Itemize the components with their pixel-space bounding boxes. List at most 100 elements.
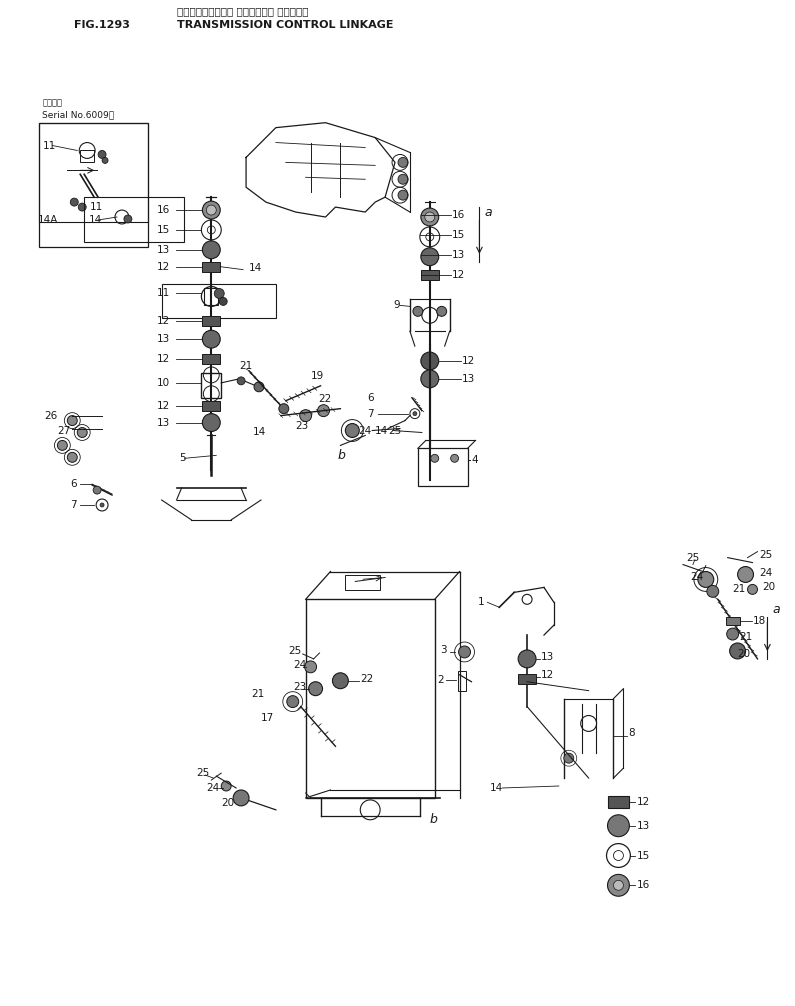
Circle shape bbox=[219, 298, 227, 306]
Circle shape bbox=[304, 661, 316, 673]
Text: 13: 13 bbox=[462, 374, 475, 384]
Circle shape bbox=[254, 382, 264, 391]
Text: 2: 2 bbox=[438, 675, 444, 685]
Text: 16: 16 bbox=[157, 205, 170, 215]
Text: 13: 13 bbox=[157, 417, 170, 428]
Circle shape bbox=[345, 424, 359, 438]
Text: 13: 13 bbox=[541, 652, 554, 662]
Circle shape bbox=[98, 151, 106, 158]
Text: 5: 5 bbox=[180, 454, 186, 464]
Text: Serial No.6009～: Serial No.6009～ bbox=[42, 111, 114, 120]
Text: 21: 21 bbox=[733, 584, 746, 595]
Text: 24: 24 bbox=[207, 783, 219, 793]
Circle shape bbox=[124, 215, 132, 223]
Circle shape bbox=[68, 415, 77, 426]
Text: 15: 15 bbox=[452, 230, 465, 239]
Text: TRANSMISSION CONTROL LINKAGE: TRANSMISSION CONTROL LINKAGE bbox=[176, 20, 393, 30]
Text: 20: 20 bbox=[221, 798, 235, 808]
Text: 25: 25 bbox=[288, 646, 301, 656]
Bar bbox=[203, 262, 220, 272]
Circle shape bbox=[421, 208, 439, 226]
Bar bbox=[84, 197, 184, 241]
Text: a: a bbox=[773, 603, 780, 616]
Text: 21: 21 bbox=[739, 632, 753, 642]
Circle shape bbox=[57, 441, 68, 451]
Circle shape bbox=[607, 874, 630, 896]
Text: 23: 23 bbox=[293, 682, 307, 692]
Circle shape bbox=[317, 404, 329, 416]
Circle shape bbox=[564, 753, 574, 764]
Bar bbox=[203, 316, 220, 326]
Text: FIG.1293: FIG.1293 bbox=[74, 20, 130, 30]
Bar bbox=[203, 400, 220, 410]
Text: 適用号機: 適用号機 bbox=[42, 99, 63, 108]
Text: 16: 16 bbox=[452, 210, 465, 220]
Text: 14: 14 bbox=[253, 428, 266, 438]
Circle shape bbox=[203, 201, 220, 219]
Circle shape bbox=[421, 352, 439, 370]
Text: 6: 6 bbox=[70, 479, 77, 489]
Text: 12: 12 bbox=[157, 262, 170, 272]
Text: 25: 25 bbox=[196, 769, 210, 778]
Text: b: b bbox=[337, 449, 345, 462]
Bar bbox=[38, 123, 148, 246]
Circle shape bbox=[215, 289, 224, 299]
Circle shape bbox=[614, 880, 623, 890]
Text: 22: 22 bbox=[360, 674, 374, 684]
Circle shape bbox=[77, 428, 87, 438]
Bar bbox=[518, 674, 536, 684]
Circle shape bbox=[221, 781, 231, 791]
Text: 14A: 14A bbox=[37, 215, 58, 225]
Text: 14: 14 bbox=[89, 215, 103, 225]
Circle shape bbox=[308, 682, 323, 695]
Circle shape bbox=[332, 673, 348, 689]
Text: 14: 14 bbox=[490, 783, 502, 793]
Text: 7: 7 bbox=[70, 500, 77, 510]
Text: b: b bbox=[430, 813, 438, 826]
Circle shape bbox=[300, 409, 312, 422]
Bar bbox=[201, 373, 221, 397]
Circle shape bbox=[421, 247, 439, 266]
Bar bbox=[458, 671, 466, 691]
Bar bbox=[80, 151, 94, 162]
Text: 25: 25 bbox=[388, 426, 401, 436]
Text: 11: 11 bbox=[42, 141, 56, 151]
Text: 26: 26 bbox=[45, 410, 58, 421]
Bar bbox=[203, 354, 220, 364]
Bar bbox=[607, 796, 630, 808]
Circle shape bbox=[413, 307, 423, 316]
Text: 7: 7 bbox=[367, 408, 374, 418]
Text: 6: 6 bbox=[367, 392, 374, 402]
Text: 13: 13 bbox=[157, 334, 170, 344]
Circle shape bbox=[102, 157, 108, 163]
Text: 1: 1 bbox=[478, 598, 484, 608]
Text: 12: 12 bbox=[636, 797, 650, 807]
Text: 12: 12 bbox=[452, 270, 465, 280]
Circle shape bbox=[727, 628, 739, 640]
Bar bbox=[418, 449, 467, 486]
Text: 14: 14 bbox=[249, 263, 262, 273]
Bar bbox=[204, 288, 219, 306]
Text: 9: 9 bbox=[393, 301, 400, 311]
Circle shape bbox=[425, 212, 435, 222]
Circle shape bbox=[738, 566, 754, 582]
Circle shape bbox=[607, 815, 630, 837]
Text: a: a bbox=[484, 205, 492, 218]
Text: 24: 24 bbox=[293, 660, 307, 670]
Text: 14: 14 bbox=[375, 426, 389, 436]
Text: 24: 24 bbox=[690, 572, 704, 582]
Text: 22: 22 bbox=[319, 393, 332, 403]
Text: 21: 21 bbox=[239, 361, 252, 371]
Circle shape bbox=[100, 503, 104, 507]
Circle shape bbox=[398, 157, 408, 167]
Text: 18: 18 bbox=[753, 616, 766, 626]
Circle shape bbox=[68, 453, 77, 463]
Text: 15: 15 bbox=[157, 225, 170, 235]
Text: 3: 3 bbox=[440, 645, 446, 655]
Circle shape bbox=[421, 370, 439, 387]
Circle shape bbox=[203, 413, 220, 432]
Circle shape bbox=[233, 790, 249, 806]
Text: 21: 21 bbox=[251, 689, 264, 698]
Text: 12: 12 bbox=[157, 354, 170, 364]
Text: 8: 8 bbox=[628, 728, 635, 738]
